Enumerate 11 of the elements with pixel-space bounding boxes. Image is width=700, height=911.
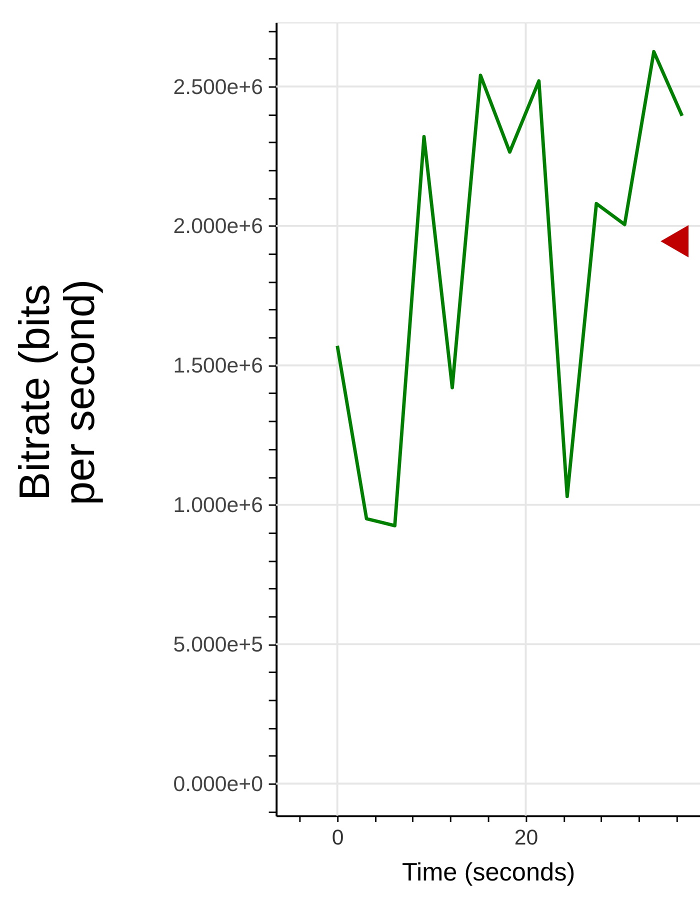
x-tick-label: 0: [332, 825, 344, 850]
line-series: [336, 50, 684, 528]
y-tick-label: 5.000e+5: [173, 632, 263, 657]
y-axis-title: Bitrate (bits per second): [11, 279, 104, 506]
y-tick-label: 2.000e+6: [173, 214, 263, 238]
y-tick-label: 1.000e+6: [173, 493, 263, 518]
x-axis-title: Time (seconds): [402, 858, 576, 886]
y-tick-label: 2.500e+6: [173, 74, 263, 99]
y-tick-label: 1.500e+6: [173, 354, 263, 378]
x-tick-label: 20: [514, 825, 538, 850]
y-tick-label: 0.000e+0: [173, 772, 264, 796]
